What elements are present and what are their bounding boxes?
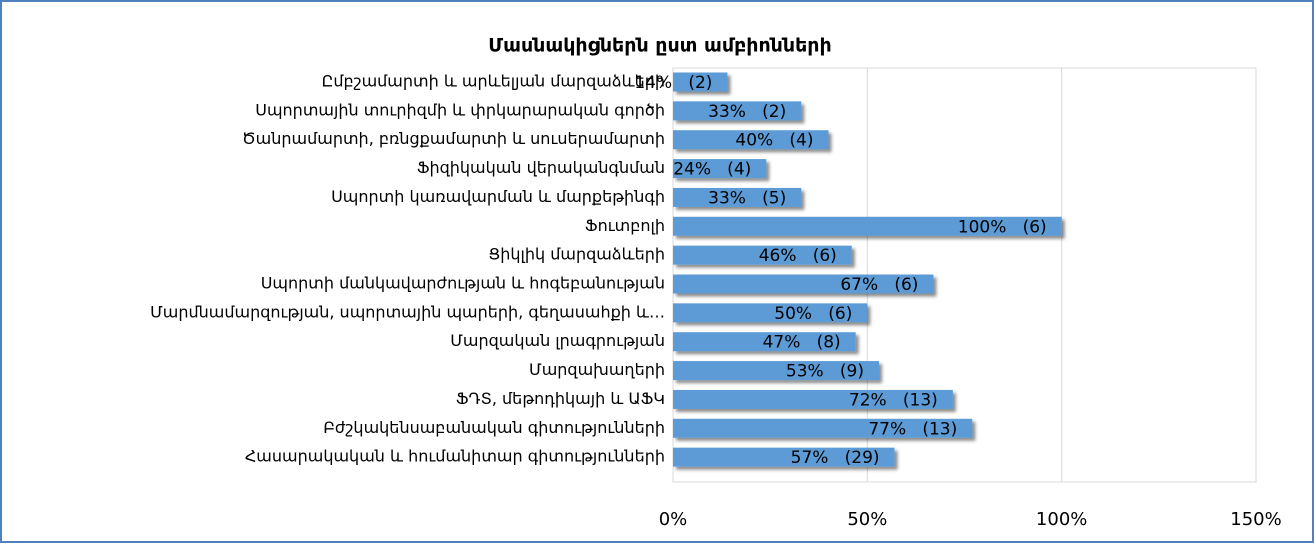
x-tick-label: 100% [1036,509,1087,530]
y-tick-label: Մարմնամարզության, սպորտային պարերի, գեղա… [150,302,665,321]
y-tick-label: ՖԴՏ, մեթոդիկայի և ԱՖԿ [456,389,665,408]
y-tick-label: Ֆիզիկական վերականգնման [417,158,665,177]
bar [673,130,829,150]
data-label: 67% (6) [840,275,918,295]
y-tick-label: Բժշկակենսաբանական գիտությունների [323,418,665,437]
data-label: 50% (6) [774,304,852,324]
y-tick-label: Սպորտային տուրիզմի և փրկարարական գործի [255,100,665,119]
data-label: 57% (29) [791,448,880,468]
bar [673,303,868,323]
bar [673,216,1062,236]
y-tick-label: Հասարակական և հումանիտար գիտությունների [245,447,665,466]
data-label: 40% (4) [735,131,813,151]
bar [673,447,895,467]
x-tick-label: 50% [847,509,887,530]
y-tick-label: Ֆուտբոլի [585,216,665,235]
data-label: 33% (5) [708,188,786,208]
bar [673,418,973,438]
y-tick-label: Սպորտի մանկավարժության և հոգեբանության [261,274,665,293]
y-tick-label: Սպորտի կառավարման և մարքեթինգի [331,187,665,206]
bar [673,245,852,265]
bar [673,332,856,352]
data-label: 53% (9) [786,362,864,382]
x-tick-label: 150% [1230,509,1281,530]
bar [673,389,953,409]
data-label: 100% (6) [958,217,1047,237]
y-tick-label: Ըմբշամարտի և արևելյան մարզաձևերի [322,72,665,91]
y-tick-label: Մարզական լրագրության [450,331,665,350]
bar [673,72,728,92]
chart-title: Մասնակիցներն ըստ ամբիոնների [488,35,831,57]
bar [673,101,802,121]
data-label: 77% (13) [868,419,957,439]
data-label: 24% (4) [673,160,751,180]
data-label: 46% (6) [759,246,837,266]
data-label: 47% (8) [763,333,841,353]
x-tick-label: 0% [659,509,688,530]
y-tick-label: Մարզախաղերի [529,360,665,379]
y-tick-label: Ցիկլիկ մարզաձևերի [488,245,665,264]
y-tick-label: Ծանրամարտի, բռնցքամարտի և սուսերամարտի [242,129,665,148]
bar [673,361,879,381]
bar [673,159,767,179]
bar [673,274,934,294]
bar [673,187,802,207]
data-label: 14% (2) [634,73,712,93]
data-label: 33% (2) [708,102,786,122]
data-label: 72% (13) [849,390,938,410]
